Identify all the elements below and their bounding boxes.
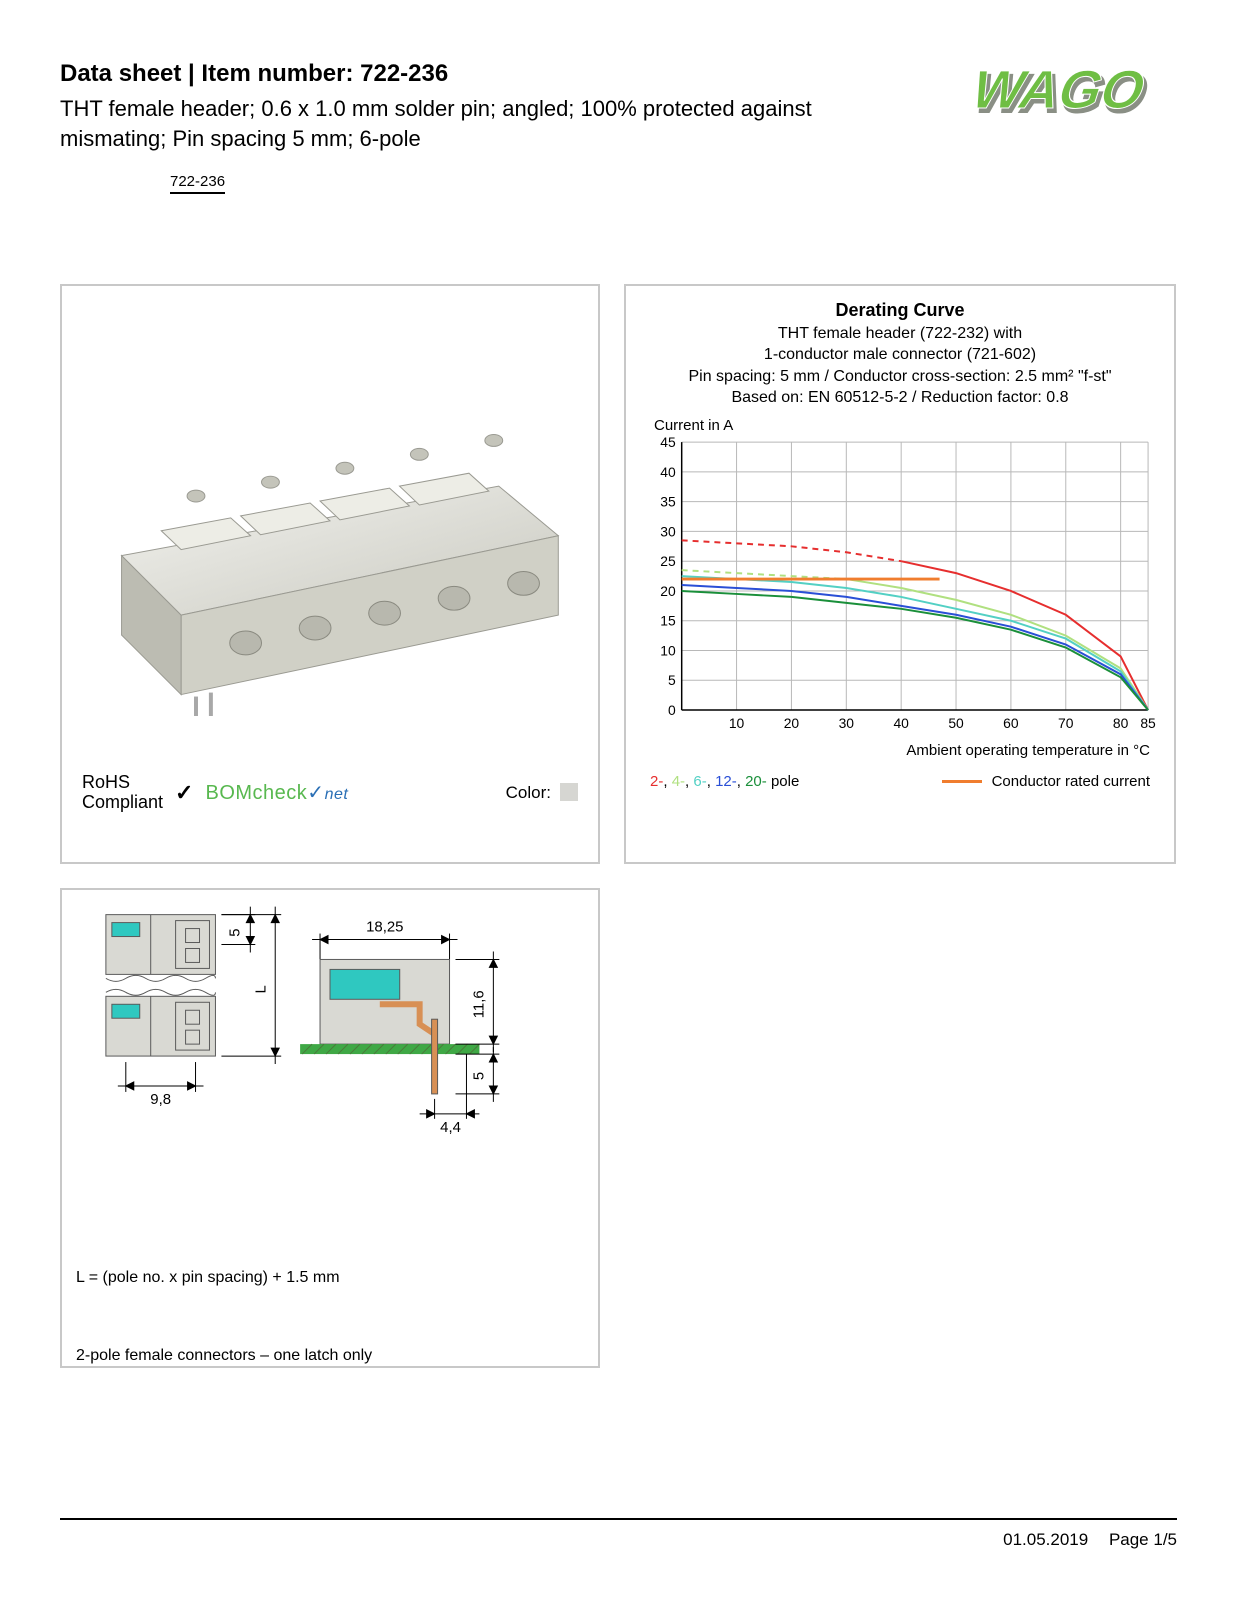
rohs-block: RoHS Compliant ✓ BOMcheck✓net bbox=[82, 773, 348, 813]
color-block: Color: bbox=[506, 782, 578, 803]
title-item: 722-236 bbox=[360, 60, 448, 87]
svg-text:25: 25 bbox=[660, 553, 676, 569]
chart-legend: 2-, 4-, 6-, 12-, 20- pole Conductor rate… bbox=[642, 773, 1158, 790]
legend-rated-line bbox=[942, 780, 982, 783]
product-panel: RoHS Compliant ✓ BOMcheck✓net Color: bbox=[60, 284, 600, 864]
logo: WAGO WAGO bbox=[917, 60, 1177, 135]
dim-pitch: 5 bbox=[226, 929, 243, 937]
svg-text:40: 40 bbox=[893, 715, 909, 731]
bomcheck-net: net bbox=[325, 786, 349, 803]
svg-text:70: 70 bbox=[1058, 715, 1074, 731]
legend-rated: Conductor rated current bbox=[942, 773, 1150, 790]
rohs-line1: RoHS bbox=[82, 773, 163, 793]
bomcheck-logo: BOMcheck✓net bbox=[205, 780, 348, 805]
check-icon: ✓ bbox=[175, 780, 193, 806]
chart-sub2: 1-conductor male connector (721-602) bbox=[642, 344, 1158, 366]
chart-sub4: Based on: EN 60512-5-2 / Reduction facto… bbox=[642, 387, 1158, 409]
chart-xlabel: Ambient operating temperature in °C bbox=[642, 742, 1158, 759]
subtitle: THT female header; 0.6 x 1.0 mm solder p… bbox=[60, 94, 877, 153]
svg-text:5: 5 bbox=[668, 672, 676, 688]
svg-text:50: 50 bbox=[948, 715, 964, 731]
color-label: Color: bbox=[506, 783, 551, 802]
svg-text:20: 20 bbox=[784, 715, 800, 731]
footer-page: Page 1/5 bbox=[1109, 1530, 1177, 1549]
chart-svg: 0 5 10 15 20 25 30 35 40 45 10 20 30 40 50 60 70 80 85 bbox=[642, 436, 1158, 736]
chart-sub1: THT female header (722-232) with bbox=[642, 323, 1158, 345]
drawing-svg: 5 L 9,8 bbox=[76, 904, 584, 1244]
title-prefix: Data sheet | Item number: bbox=[60, 60, 360, 87]
drawing-note-2: 2-pole female connectors – one latch onl… bbox=[76, 1347, 584, 1365]
panels-row-1: RoHS Compliant ✓ BOMcheck✓net Color: Der… bbox=[60, 284, 1177, 864]
legend-poles: 2-, 4-, 6-, 12-, 20- pole bbox=[650, 773, 799, 790]
title-line: Data sheet | Item number: 722-236 bbox=[60, 60, 877, 88]
item-badge: 722-236 bbox=[170, 171, 225, 194]
header: Data sheet | Item number: 722-236 THT fe… bbox=[60, 60, 1177, 194]
product-illustration bbox=[62, 286, 598, 716]
chart-title: Derating Curve bbox=[642, 298, 1158, 322]
bomcheck-check: check bbox=[253, 782, 308, 804]
dim-98: 9,8 bbox=[150, 1091, 171, 1108]
drawing-note-1: L = (pole no. x pin spacing) + 1.5 mm bbox=[76, 1269, 584, 1287]
rohs-line2: Compliant bbox=[82, 793, 163, 813]
chart-sub3: Pin spacing: 5 mm / Conductor cross-sect… bbox=[642, 366, 1158, 388]
svg-text:35: 35 bbox=[660, 494, 676, 510]
svg-text:45: 45 bbox=[660, 436, 676, 450]
svg-text:30: 30 bbox=[839, 715, 855, 731]
chart-titles: Derating Curve THT female header (722-23… bbox=[642, 298, 1158, 409]
dim-1825: 18,25 bbox=[366, 919, 403, 936]
svg-text:WAGO: WAGO bbox=[964, 60, 1155, 120]
svg-text:15: 15 bbox=[660, 613, 676, 629]
page-footer: 01.05.2019 Page 1/5 bbox=[60, 1518, 1177, 1550]
header-text: Data sheet | Item number: 722-236 THT fe… bbox=[60, 60, 917, 194]
drawing-panel: 5 L 9,8 bbox=[60, 888, 600, 1368]
chart-plot: 0 5 10 15 20 25 30 35 40 45 10 20 30 40 50 60 70 80 85 bbox=[642, 436, 1158, 736]
bomcheck-slash: ✓ bbox=[307, 782, 324, 804]
svg-text:85: 85 bbox=[1140, 715, 1156, 731]
dim-5b: 5 bbox=[470, 1072, 487, 1080]
svg-text:30: 30 bbox=[660, 523, 676, 539]
svg-text:20: 20 bbox=[660, 583, 676, 599]
color-swatch bbox=[560, 783, 578, 801]
wago-logo-svg: WAGO WAGO bbox=[927, 60, 1177, 130]
svg-text:10: 10 bbox=[660, 643, 676, 659]
svg-text:0: 0 bbox=[668, 702, 676, 718]
svg-text:80: 80 bbox=[1113, 715, 1129, 731]
chart-ylabel: Current in A bbox=[654, 417, 1158, 434]
product-footer: RoHS Compliant ✓ BOMcheck✓net Color: bbox=[82, 773, 578, 813]
dim-L: L bbox=[252, 986, 269, 994]
bomcheck-bom: BOM bbox=[205, 782, 252, 804]
svg-text:60: 60 bbox=[1003, 715, 1019, 731]
rohs-text: RoHS Compliant bbox=[82, 773, 163, 813]
dim-44: 4,4 bbox=[440, 1119, 461, 1136]
dim-116: 11,6 bbox=[470, 991, 487, 1019]
chart-panel: Derating Curve THT female header (722-23… bbox=[624, 284, 1176, 864]
legend-rated-label: Conductor rated current bbox=[992, 773, 1150, 790]
svg-text:10: 10 bbox=[729, 715, 745, 731]
item-badge-wrap: 722-236 bbox=[60, 153, 877, 194]
footer-date: 01.05.2019 bbox=[1003, 1530, 1088, 1549]
svg-text:40: 40 bbox=[660, 464, 676, 480]
